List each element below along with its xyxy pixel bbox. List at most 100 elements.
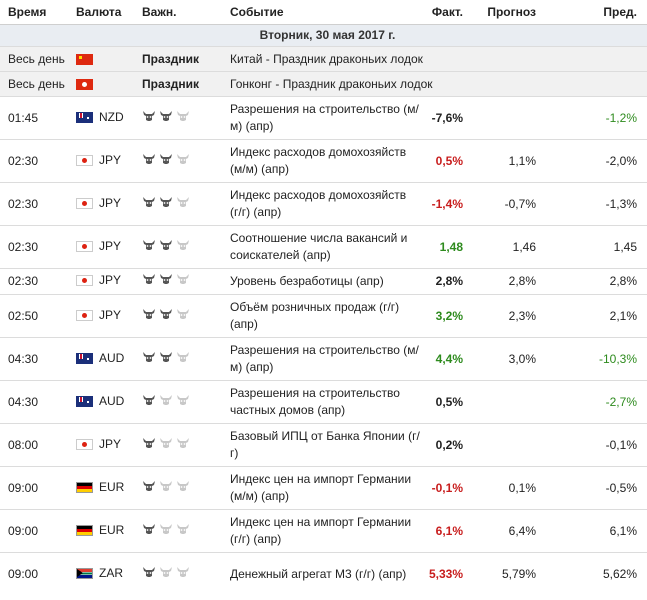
- bull-icon: [176, 273, 190, 285]
- importance-cell: [134, 509, 222, 553]
- bull-icon: [176, 153, 190, 165]
- event-name[interactable]: Индекс расходов домохозяйств (г/г) (апр): [222, 182, 420, 226]
- previous-value: 1,45: [613, 239, 637, 254]
- currency-code: EUR: [99, 522, 125, 537]
- event-name[interactable]: Разрешения на строительство частных домо…: [222, 380, 420, 424]
- header-previous[interactable]: Пред.: [546, 0, 647, 25]
- event-name[interactable]: Уровень безработицы (апр): [222, 268, 420, 295]
- forecast-value: 1,1%: [473, 139, 546, 183]
- currency-code: EUR: [99, 479, 125, 494]
- bull-icon: [176, 480, 190, 492]
- actual-cell: 0,5%: [420, 139, 473, 183]
- event-row[interactable]: 04:30 AUD Разрешения на строительство част…: [0, 380, 647, 424]
- previous-value: 5,62%: [602, 566, 637, 581]
- bull-icon: [159, 273, 173, 285]
- event-name[interactable]: Денежный агрегат М3 (г/г) (апр): [222, 552, 420, 595]
- importance-cell: [134, 466, 222, 510]
- bull-icon: [176, 196, 190, 208]
- currency: JPY: [76, 238, 121, 255]
- currency-cell: [68, 71, 134, 97]
- importance-rating: [142, 523, 190, 535]
- forecast-value: [473, 380, 546, 424]
- event-row[interactable]: 02:30 JPY Индекс расходов домохозяйств (м/…: [0, 139, 647, 183]
- previous-cell: -10,3%: [546, 337, 647, 381]
- importance-cell: [134, 337, 222, 381]
- actual-value: -0,1%: [431, 480, 463, 495]
- bull-icon: [142, 110, 156, 122]
- bull-icon: [176, 351, 190, 363]
- importance-cell: [134, 380, 222, 424]
- importance-cell: [134, 294, 222, 338]
- header-event[interactable]: Событие: [222, 0, 420, 25]
- event-time: 09:00: [0, 552, 68, 595]
- bull-icon: [176, 523, 190, 535]
- actual-cell: 3,2%: [420, 294, 473, 338]
- event-row[interactable]: 08:00 JPY Базовый ИПЦ от Банка Японии (г/г…: [0, 423, 647, 467]
- holiday-label: Праздник: [134, 46, 222, 72]
- event-name[interactable]: Индекс цен на импорт Германии (г/г) (апр…: [222, 509, 420, 553]
- previous-cell: 6,1%: [546, 509, 647, 553]
- event-name[interactable]: Индекс расходов домохозяйств (м/м) (апр): [222, 139, 420, 183]
- bull-icon: [142, 153, 156, 165]
- event-row[interactable]: 02:30 JPY Уровень безработицы (апр) 2,8% 2,8…: [0, 268, 647, 295]
- currency-code: JPY: [99, 307, 122, 322]
- event-row[interactable]: 01:45 NZD Разрешения на строительство (м/м…: [0, 96, 647, 140]
- bull-icon: [176, 239, 190, 251]
- currency: JPY: [76, 307, 121, 324]
- currency: JPY: [76, 272, 121, 289]
- event-name[interactable]: Индекс цен на импорт Германии (м/м) (апр…: [222, 466, 420, 510]
- event-name[interactable]: Разрешения на строительство (м/м) (апр): [222, 96, 420, 140]
- importance-rating: [142, 273, 190, 285]
- event-name[interactable]: Гонконг - Праздник драконьих лодок: [222, 71, 647, 97]
- currency: AUD: [76, 350, 124, 367]
- event-row[interactable]: 09:00 EUR Индекс цен на импорт Германии (м…: [0, 466, 647, 510]
- event-time: 04:30: [0, 380, 68, 424]
- event-row[interactable]: 02:30 JPY Индекс расходов домохозяйств (г/…: [0, 182, 647, 226]
- bull-icon: [142, 523, 156, 535]
- bull-icon: [142, 566, 156, 578]
- actual-value: 6,1%: [435, 523, 463, 538]
- header-importance[interactable]: Важн.: [134, 0, 222, 25]
- header-currency[interactable]: Валюта: [68, 0, 134, 25]
- forecast-value: 2,3%: [473, 294, 546, 338]
- header-row: Время Валюта Важн. Событие Факт. Прогноз…: [0, 0, 647, 25]
- forecast-value: 2,8%: [473, 268, 546, 295]
- event-name[interactable]: Объём розничных продаж (г/г) (апр): [222, 294, 420, 338]
- event-row[interactable]: 04:30 AUD Разрешения на строительство (м/м…: [0, 337, 647, 381]
- holiday-row[interactable]: Весь день Праздник Китай - Праздник дракон…: [0, 46, 647, 72]
- previous-value: -2,7%: [605, 394, 637, 409]
- actual-value: -7,6%: [431, 110, 463, 125]
- currency-code: ZAR: [99, 565, 123, 580]
- importance-cell: [134, 225, 222, 269]
- holiday-row[interactable]: Весь день Праздник Гонконг - Праздник драк…: [0, 71, 647, 97]
- previous-value: -2,0%: [605, 153, 637, 168]
- bull-icon: [159, 239, 173, 251]
- actual-value: 3,2%: [435, 308, 463, 323]
- header-actual[interactable]: Факт.: [420, 0, 473, 25]
- de-flag-icon: [76, 524, 93, 536]
- event-row[interactable]: 02:30 JPY Соотношение числа вакансий и сои…: [0, 225, 647, 269]
- za-flag-icon: [76, 567, 93, 579]
- currency-cell: JPY: [68, 139, 134, 183]
- currency: JPY: [76, 195, 121, 212]
- jp-flag-icon: [76, 154, 93, 166]
- header-forecast[interactable]: Прогноз: [473, 0, 546, 25]
- previous-value: 2,1%: [609, 308, 637, 323]
- bull-icon: [142, 196, 156, 208]
- event-time: 02:50: [0, 294, 68, 338]
- actual-cell: 0,2%: [420, 423, 473, 467]
- event-row[interactable]: 02:50 JPY Объём розничных продаж (г/г) (ап…: [0, 294, 647, 338]
- currency-cell: NZD: [68, 96, 134, 140]
- currency-cell: EUR: [68, 509, 134, 553]
- event-name[interactable]: Базовый ИПЦ от Банка Японии (г/г): [222, 423, 420, 467]
- currency-cell: JPY: [68, 182, 134, 226]
- forecast-value: 0,1%: [473, 466, 546, 510]
- currency-cell: JPY: [68, 268, 134, 295]
- event-name[interactable]: Соотношение числа вакансий и соискателей…: [222, 225, 420, 269]
- event-row[interactable]: 09:00 EUR Индекс цен на импорт Германии (г…: [0, 509, 647, 553]
- header-time[interactable]: Время: [0, 0, 68, 25]
- event-name[interactable]: Разрешения на строительство (м/м) (апр): [222, 337, 420, 381]
- event-name[interactable]: Китай - Праздник драконьих лодок: [222, 46, 647, 72]
- currency-code: JPY: [99, 238, 122, 253]
- event-row[interactable]: 09:00 ZAR Денежный агрегат М3 (г/г) (апр) 5…: [0, 552, 647, 595]
